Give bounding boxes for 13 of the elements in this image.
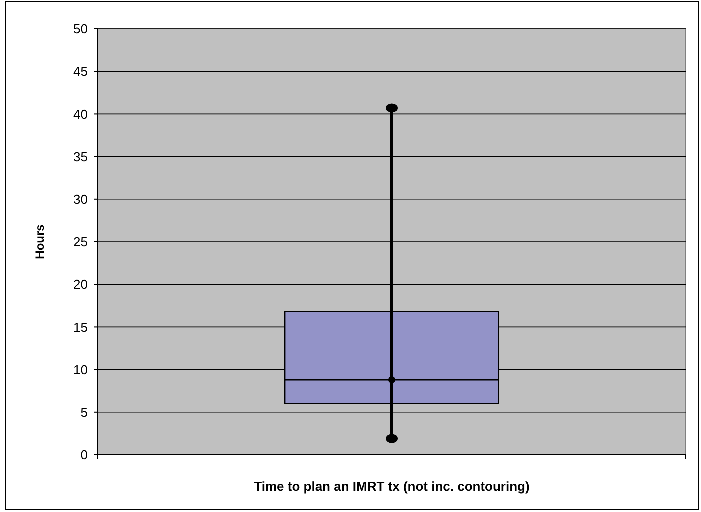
y-tick-label: 5 bbox=[80, 404, 88, 420]
y-tick-label: 50 bbox=[74, 22, 88, 37]
y-axis-title: Hours bbox=[33, 224, 47, 260]
y-tick-label: 20 bbox=[74, 277, 88, 292]
y-tick-label: 10 bbox=[74, 362, 88, 378]
y-tick-label: 45 bbox=[74, 64, 88, 80]
y-tick-label: 15 bbox=[74, 320, 88, 335]
y-tick-label: 30 bbox=[74, 192, 88, 207]
x-axis-title: Time to plan an IMRT tx (not inc. contouring) bbox=[254, 479, 530, 494]
y-tick-label: 35 bbox=[74, 149, 88, 164]
y-tick-label: 40 bbox=[74, 106, 88, 122]
y-tick-label: 25 bbox=[74, 234, 88, 250]
y-tick-label: 0 bbox=[80, 448, 88, 463]
